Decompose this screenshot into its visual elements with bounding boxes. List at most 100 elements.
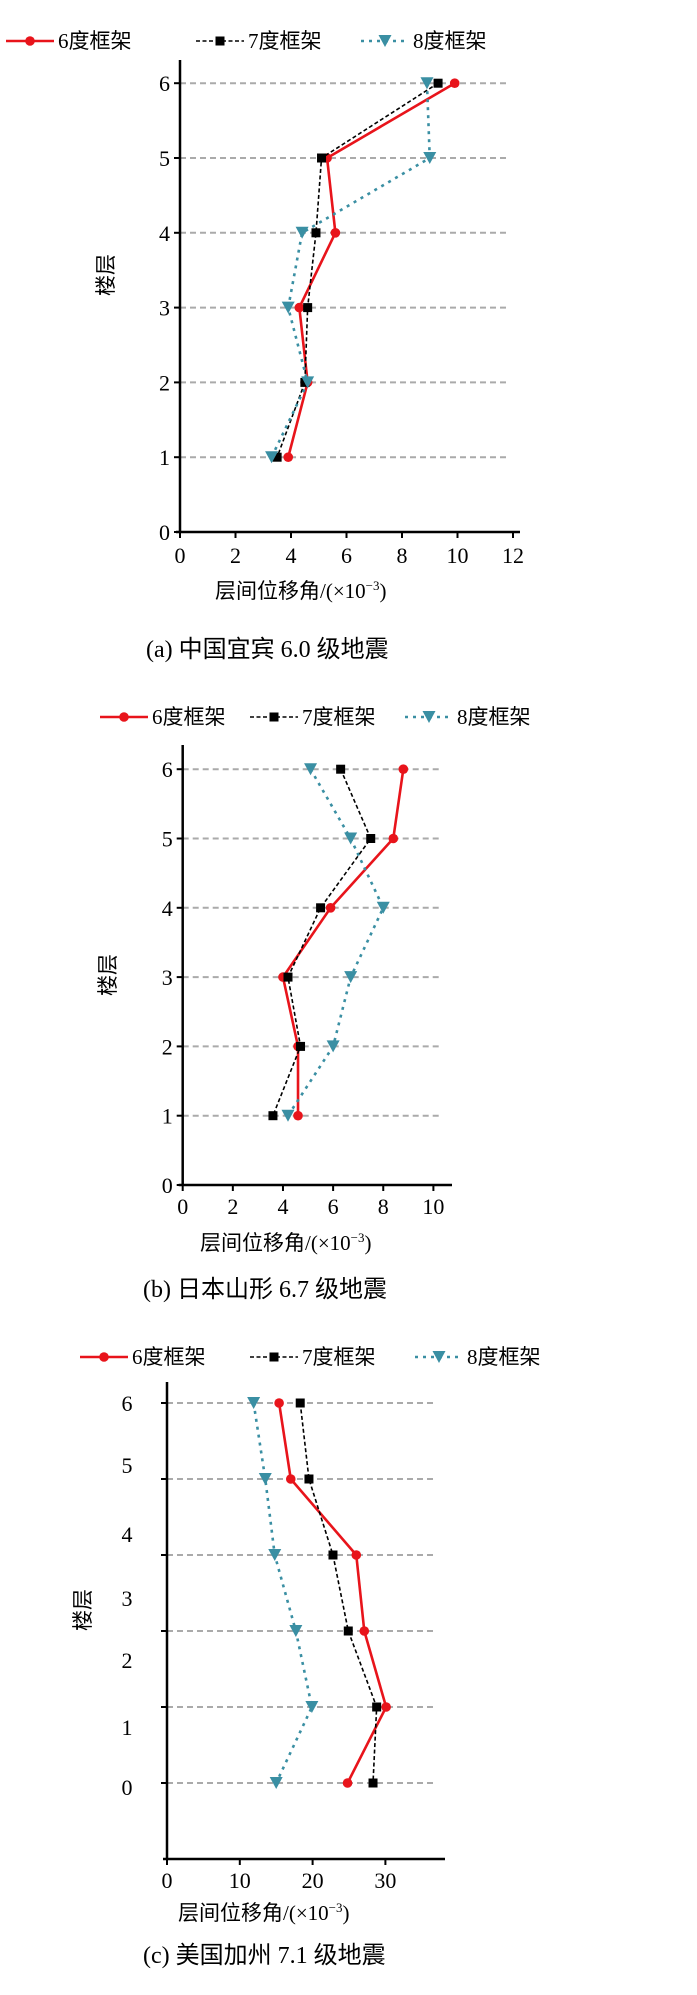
y-axis-label: 楼层 <box>71 1589 95 1631</box>
data-point <box>301 376 315 389</box>
x-tick-label: 0 <box>177 1194 188 1219</box>
legend: 6度框架 7度框架 8度框架 <box>100 705 531 729</box>
series-s8 <box>247 1397 319 1789</box>
data-point <box>285 1474 296 1484</box>
data-point <box>325 903 336 913</box>
series-line <box>299 1402 378 1784</box>
data-point <box>311 228 321 238</box>
data-point <box>330 228 341 238</box>
y-axis-label: 楼层 <box>96 954 120 996</box>
data-point <box>344 971 358 984</box>
data-point <box>423 152 437 164</box>
data-point <box>305 1701 319 1713</box>
x-tick-label: 12 <box>502 543 524 568</box>
series-line <box>286 768 385 1117</box>
data-point <box>265 451 279 464</box>
y-tick-label: 3 <box>159 296 170 321</box>
legend-label: 7度框架 <box>302 705 376 729</box>
legend-item-s7: 7度框架 <box>250 1345 376 1369</box>
y-tick-label: 1 <box>159 445 170 470</box>
x-tick-label: 2 <box>230 543 241 568</box>
legend-marker <box>378 35 392 47</box>
y-tick-label: 3 <box>162 965 173 990</box>
y-tick-label: 4 <box>159 221 170 246</box>
y-tick-label: 5 <box>159 146 170 171</box>
data-point <box>342 1778 353 1788</box>
data-point <box>328 1550 338 1560</box>
legend-item-s8: 8度框架 <box>405 705 531 729</box>
series-line <box>272 768 372 1116</box>
x-tick-label: 2 <box>227 1194 238 1219</box>
data-point <box>433 78 443 88</box>
data-point <box>388 833 399 844</box>
x-axis-label-end: ) <box>380 579 387 603</box>
series-line <box>277 1402 388 1784</box>
x-axis-label: 层间位移角/(×10−3) <box>215 578 387 603</box>
x-axis-label-text: 层间位移角/(×10 <box>200 1231 351 1255</box>
legend-marker <box>422 711 436 723</box>
data-point <box>295 226 309 239</box>
legend-item-s8: 8度框架 <box>361 29 487 53</box>
x-axis-label: 层间位移角/(×10−3) <box>178 1900 350 1925</box>
data-point <box>359 1626 370 1636</box>
data-point <box>268 1549 282 1561</box>
data-point <box>366 834 376 843</box>
data-point <box>336 764 346 774</box>
series-s8 <box>281 763 390 1122</box>
data-point <box>289 1625 303 1637</box>
data-point <box>376 901 390 914</box>
data-point <box>272 452 282 462</box>
y-tick-label: 5 <box>162 827 173 852</box>
x-axis-label-exponent: −3 <box>329 1900 343 1915</box>
data-point <box>304 1474 314 1484</box>
legend-label: 6度框架 <box>58 29 132 53</box>
x-axis-label-end: ) <box>365 1231 372 1255</box>
x-tick-label: 10 <box>229 1868 251 1893</box>
data-point <box>343 1626 353 1636</box>
x-tick-label: 10 <box>422 1194 444 1219</box>
x-axis-label-end: ) <box>343 1901 350 1925</box>
data-point <box>274 1398 284 1408</box>
y-tick-label: 4 <box>162 896 173 921</box>
series-s8 <box>265 77 437 464</box>
x-tick-label: 20 <box>302 1868 324 1893</box>
data-point <box>293 1110 303 1121</box>
series-s7 <box>268 764 376 1121</box>
x-tick-label: 8 <box>397 543 408 568</box>
series-s7 <box>295 1398 382 1788</box>
data-point <box>398 764 409 774</box>
chart-b: 6度框架 7度框架 8度框架 0 2 4 6 8 10 0 1 2 3 4 5 6 楼层层间位移角/(×10−3… <box>96 705 531 1303</box>
legend-marker <box>269 1352 279 1362</box>
legend-item-s7: 7度框架 <box>196 29 322 53</box>
legend: 6度框架 7度框架 8度框架 <box>6 29 487 53</box>
legend-marker <box>119 712 129 722</box>
y-tick-label: 0 <box>122 1775 133 1800</box>
legend-label: 8度框架 <box>457 705 531 729</box>
series-s6 <box>278 764 409 1121</box>
x-tick-label: 4 <box>286 543 297 568</box>
legend-label: 6度框架 <box>132 1345 206 1369</box>
series-line <box>252 1402 314 1784</box>
x-tick-label: 4 <box>277 1194 288 1219</box>
y-tick-label: 4 <box>122 1522 133 1547</box>
data-point <box>283 452 294 463</box>
x-tick-label: 10 <box>447 543 469 568</box>
series-line <box>281 769 405 1116</box>
legend-marker <box>25 36 35 46</box>
data-point <box>316 903 326 913</box>
legend: 6度框架 7度框架 8度框架 <box>80 1345 541 1369</box>
y-tick-label: 6 <box>159 71 170 96</box>
legend-label: 8度框架 <box>413 29 487 53</box>
legend-marker <box>215 36 225 46</box>
x-axis-label: 层间位移角/(×10−3) <box>200 1230 372 1255</box>
x-axis-label-text: 层间位移角/(×10 <box>178 1901 329 1925</box>
y-tick-label: 0 <box>159 520 170 545</box>
legend-item-s6: 6度框架 <box>6 29 132 53</box>
data-point <box>420 77 434 90</box>
data-point <box>304 763 318 776</box>
data-point <box>247 1397 261 1409</box>
chart-caption: (b) 日本山形 6.7 级地震 <box>143 1276 387 1303</box>
data-point <box>351 1550 362 1560</box>
